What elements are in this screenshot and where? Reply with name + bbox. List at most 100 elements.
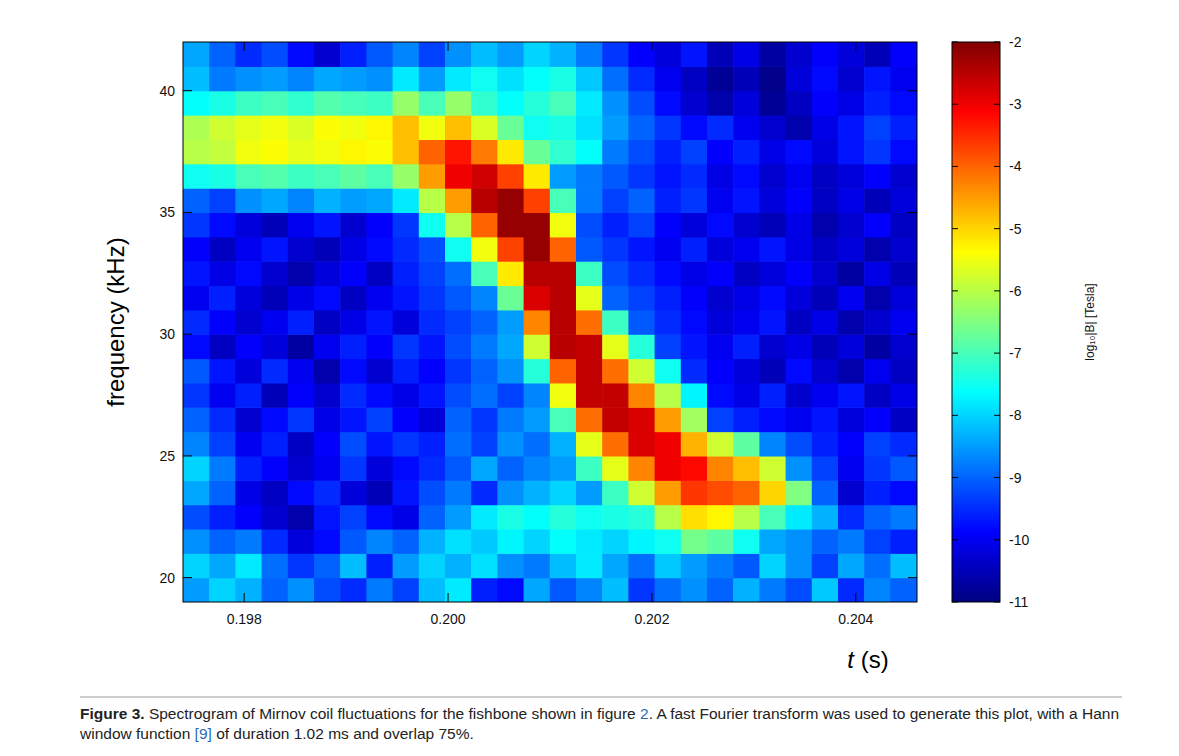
cell [497,578,524,602]
cell [419,212,446,237]
cell [759,91,786,116]
cell [733,529,760,554]
cell [628,480,655,505]
cell [524,359,551,384]
cell [812,383,839,408]
cell [262,261,289,286]
cell [681,383,708,408]
cell [340,359,367,384]
cell [314,42,341,67]
cell [812,261,839,286]
cell [707,66,734,91]
cell [235,480,262,505]
cell [786,432,813,457]
cell [366,66,393,91]
caption: Figure 3. Spectrogram of Mirnov coil flu… [80,704,1145,744]
cell [812,115,839,140]
cell [419,407,446,432]
cell [733,383,760,408]
cell [288,139,315,164]
cell [812,334,839,359]
cell [235,553,262,578]
cell [340,115,367,140]
cell [314,139,341,164]
cell [550,212,577,237]
cell [602,529,629,554]
cell [445,212,472,237]
cell [340,553,367,578]
cell [576,480,603,505]
cell [419,237,446,262]
cell [759,578,786,602]
y-tick [908,455,917,456]
cell [183,66,210,91]
cell [733,505,760,530]
cell [262,529,289,554]
cell [890,285,917,310]
cell [497,164,524,189]
cell [838,66,865,91]
cell [288,505,315,530]
cell [864,529,891,554]
cell [314,310,341,335]
cell [471,139,498,164]
cell [890,432,917,457]
cell [655,505,682,530]
cell [864,164,891,189]
colorbar-tick [952,42,958,43]
cell [576,529,603,554]
cell [550,529,577,554]
cell [681,188,708,213]
cell [628,261,655,286]
cell [628,115,655,140]
cell [707,139,734,164]
cell [366,334,393,359]
cell [576,66,603,91]
cell [183,261,210,286]
cell [602,432,629,457]
colorbar-tick [952,477,958,478]
cell [838,505,865,530]
cell [681,164,708,189]
cell [235,383,262,408]
cell [759,285,786,310]
cell [628,505,655,530]
cell [628,383,655,408]
cell [681,529,708,554]
cell [471,212,498,237]
cell [235,237,262,262]
cell [183,383,210,408]
cell [576,188,603,213]
cell [235,115,262,140]
cell [759,115,786,140]
caption-link[interactable]: [9] [195,725,212,742]
cell [759,529,786,554]
y-tick [183,334,192,335]
cell [366,553,393,578]
colorbar-tick [994,415,1000,416]
cell [209,164,236,189]
cell [576,359,603,384]
cell [890,578,917,602]
cell [550,334,577,359]
cell [890,553,917,578]
cell [602,139,629,164]
cell [209,407,236,432]
colorbar-tick [952,166,958,167]
cell [838,553,865,578]
cell [471,42,498,67]
caption-link[interactable]: 2 [640,705,649,722]
cell [235,42,262,67]
cell [471,383,498,408]
cell [340,42,367,67]
cell [393,164,420,189]
cell [445,529,472,554]
cell [183,456,210,481]
colorbar-tick [994,42,1000,43]
cell [733,261,760,286]
cell [733,42,760,67]
cell [524,334,551,359]
colorbar-tick-label: -4 [1009,158,1022,174]
cell [524,285,551,310]
cell [759,480,786,505]
